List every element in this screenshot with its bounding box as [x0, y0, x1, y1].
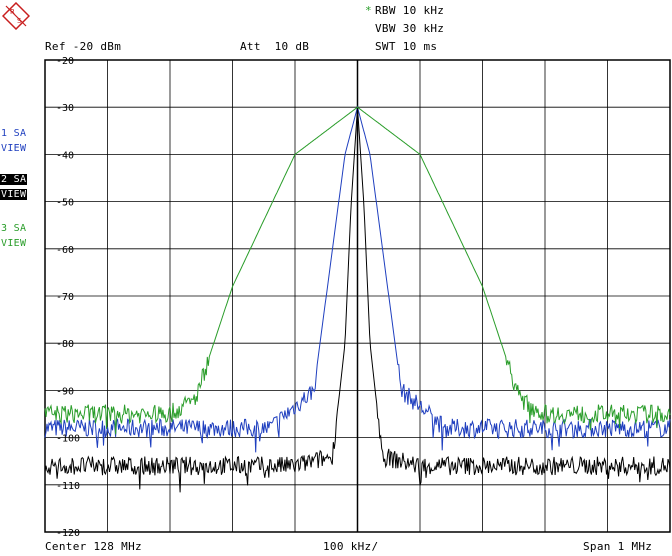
frequency-per-division: 100 kHz/	[323, 540, 379, 553]
trace-3-line	[44, 106, 671, 435]
ref-level: Ref -20 dBm	[45, 40, 122, 53]
trace-lines	[44, 105, 671, 493]
y-tick-labels: -20 -30 -40 -50 -60 -70 -80 -90 -100 -110 -120	[56, 56, 80, 539]
trace2-label[interactable]: 2 SA	[0, 174, 28, 185]
y-tick-label: -40	[56, 150, 74, 161]
y-tick-label: -70	[56, 292, 74, 303]
span-readout: Span 1 MHz	[583, 540, 653, 553]
y-tick-label: -60	[56, 245, 74, 256]
trace1-mode[interactable]: VIEW	[1, 143, 27, 154]
svg-text:S: S	[17, 17, 22, 25]
vbw-readout: VBW 30 kHz	[375, 22, 445, 35]
y-tick-label: -30	[56, 103, 74, 114]
y-tick-label: -110	[56, 481, 80, 492]
grid	[44, 59, 671, 533]
trace3-mode[interactable]: VIEW	[1, 238, 27, 249]
swt-readout: SWT 10 ms	[375, 40, 438, 53]
center-frequency: Center 128 MHz	[45, 540, 142, 553]
y-tick-label: -100	[56, 434, 80, 445]
trace3-label[interactable]: 3 SA	[1, 223, 27, 234]
trace2-mode[interactable]: VIEW	[0, 189, 28, 200]
rohde-schwarz-logo: R S	[2, 2, 30, 30]
y-tick-label: -90	[56, 386, 74, 397]
y-tick-label: -120	[56, 528, 80, 539]
attenuation: Att 10 dB	[240, 40, 310, 53]
rbw-readout: RBW 10 kHz	[375, 4, 445, 17]
y-tick-label: -20	[56, 56, 74, 67]
rbw-trace-marker: *	[365, 4, 372, 17]
svg-text:R: R	[10, 8, 15, 16]
trace1-label[interactable]: 1 SA	[1, 128, 27, 139]
y-tick-label: -80	[56, 339, 74, 350]
y-tick-label: -50	[56, 198, 74, 209]
